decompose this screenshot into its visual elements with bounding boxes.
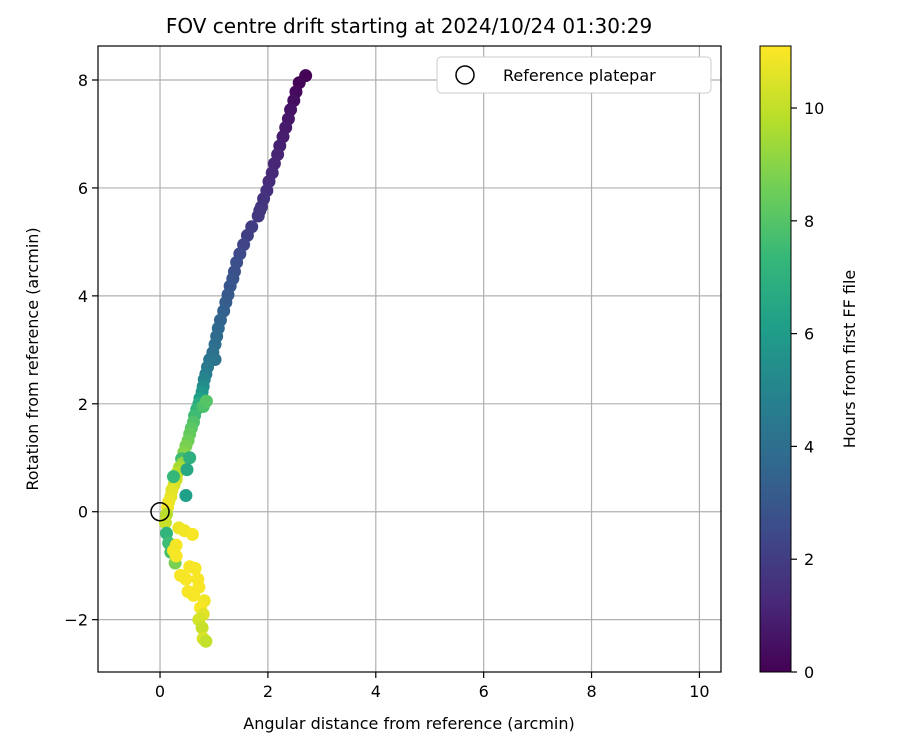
colorbar-tick-label: 6 (804, 325, 814, 344)
colorbar-tick-label: 2 (804, 550, 814, 569)
data-point (199, 634, 213, 648)
data-point (179, 572, 193, 586)
colorbar: 0 2 4 6 8 10 Hours from first FF file (759, 45, 859, 682)
data-point (158, 516, 172, 530)
data-point (188, 561, 202, 575)
data-point (195, 621, 209, 635)
colorbar-tick-label: 4 (804, 437, 814, 456)
colorbar-tick-label: 0 (804, 663, 814, 682)
x-axis-label: Angular distance from reference (arcmin) (243, 714, 574, 733)
x-tick-label: 0 (155, 682, 165, 701)
data-point (253, 204, 267, 218)
data-point (160, 526, 174, 540)
y-axis-ticks: −2 0 2 4 6 8 (64, 71, 98, 630)
x-tick-label: 2 (263, 682, 273, 701)
x-axis-ticks: 0 2 4 6 8 10 (155, 672, 710, 701)
reference-marker (150, 501, 170, 522)
data-point (180, 463, 194, 477)
chart-title: FOV centre drift starting at 2024/10/24 … (166, 14, 652, 38)
data-point (179, 489, 193, 503)
x-tick-label: 4 (371, 682, 381, 701)
x-tick-label: 6 (479, 682, 489, 701)
colorbar-label: Hours from first FF file (840, 270, 859, 449)
y-tick-label: 2 (78, 395, 88, 414)
colorbar-tick-label: 10 (804, 99, 824, 118)
colorbar-ticks: 0 2 4 6 8 10 (791, 99, 824, 682)
data-point (199, 394, 213, 408)
legend-box (436, 56, 712, 94)
data-point (186, 588, 200, 602)
y-tick-label: 8 (78, 71, 88, 90)
legend-marker (455, 65, 475, 85)
data-point (183, 451, 197, 465)
colorbar-tick-label: 8 (804, 212, 814, 231)
x-tick-label: 10 (689, 682, 709, 701)
y-tick-label: 0 (78, 503, 88, 522)
y-tick-label: 6 (78, 179, 88, 198)
data-point (185, 527, 199, 541)
grid-lines (98, 46, 721, 672)
colorbar-gradient (759, 45, 792, 673)
legend-entry-reference: Reference platepar (503, 66, 656, 85)
y-axis-label: Rotation from reference (arcmin) (23, 227, 42, 490)
plot-frame (97, 45, 722, 673)
scatter-points (158, 69, 313, 648)
y-tick-label: 4 (78, 287, 88, 306)
y-tick-label: −2 (64, 611, 88, 630)
data-point (167, 470, 181, 484)
legend: Reference platepar (436, 56, 712, 94)
x-tick-label: 8 (586, 682, 596, 701)
data-point (169, 549, 183, 563)
